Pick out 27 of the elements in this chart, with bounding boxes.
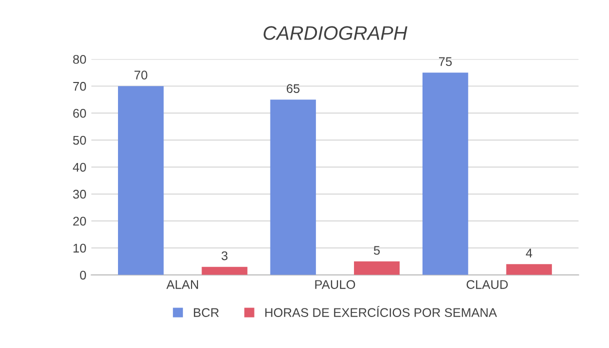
data-label: 3 — [222, 251, 228, 260]
y-tick-label: 60 — [73, 108, 86, 118]
data-label: 65 — [286, 84, 300, 93]
y-tick-label: 0 — [80, 270, 86, 280]
legend-label: HORAS DE EXERCÍCIOS POR SEMANA — [265, 306, 497, 317]
bar — [506, 264, 552, 275]
y-tick-label: 30 — [73, 190, 86, 199]
data-label: 70 — [134, 70, 148, 80]
y-tick-label: 10 — [74, 244, 86, 253]
bar — [118, 86, 164, 275]
bar — [270, 100, 316, 275]
y-tick-label: 80 — [73, 54, 86, 64]
y-tick-label: 50 — [73, 136, 86, 145]
y-tick-label: 20 — [73, 216, 86, 226]
x-tick-label: PAULO — [315, 280, 356, 289]
y-tick-label: 40 — [72, 162, 86, 172]
data-label: 5 — [374, 246, 380, 255]
y-tick-label: 70 — [73, 82, 86, 91]
bar — [354, 261, 400, 275]
chart-title: CARDIOGRAPH — [264, 26, 408, 40]
bar — [202, 266, 248, 275]
data-label: 75 — [439, 57, 452, 66]
legend-label: BCR — [194, 308, 219, 317]
x-tick-label: ALAN — [166, 280, 198, 289]
x-tick-label: CLAUD — [466, 280, 508, 289]
bar — [422, 72, 468, 275]
data-label: 4 — [526, 248, 532, 258]
